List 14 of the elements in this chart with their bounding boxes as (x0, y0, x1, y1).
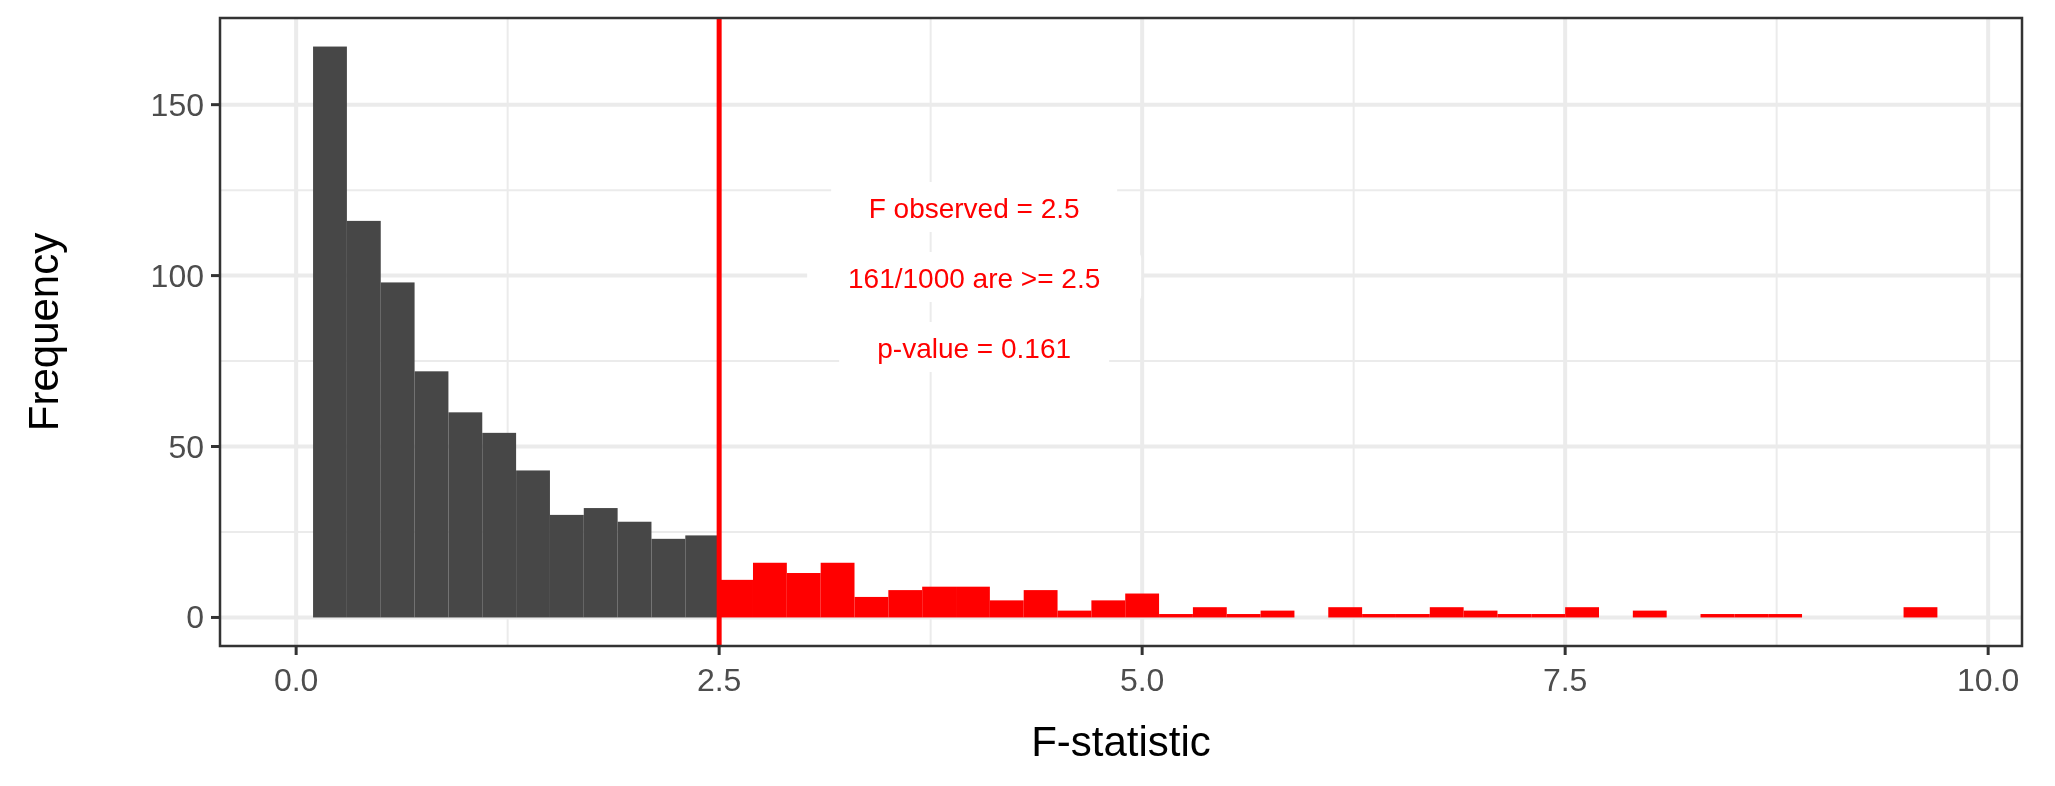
y-tick-label: 150 (150, 86, 204, 123)
x-tick-label: 5.0 (1119, 662, 1165, 698)
x-axis-title: F-statistic (1031, 718, 1211, 765)
x-tick-label: 2.5 (696, 662, 742, 698)
annotation: p-value = 0.161 (877, 333, 1072, 364)
annotation: F observed = 2.5 (868, 193, 1080, 224)
annotation: 161/1000 are >= 2.5 (848, 263, 1101, 294)
x-tick-label: 7.5 (1542, 662, 1588, 698)
x-tick-label: 0.0 (273, 662, 319, 698)
x-tick-label: 10.0 (1957, 662, 2020, 698)
y-tick-label: 0 (186, 599, 204, 636)
y-axis-title: Frequency (20, 232, 67, 432)
y-tick-label: 50 (168, 428, 204, 465)
y-tick-label: 100 (150, 257, 204, 294)
